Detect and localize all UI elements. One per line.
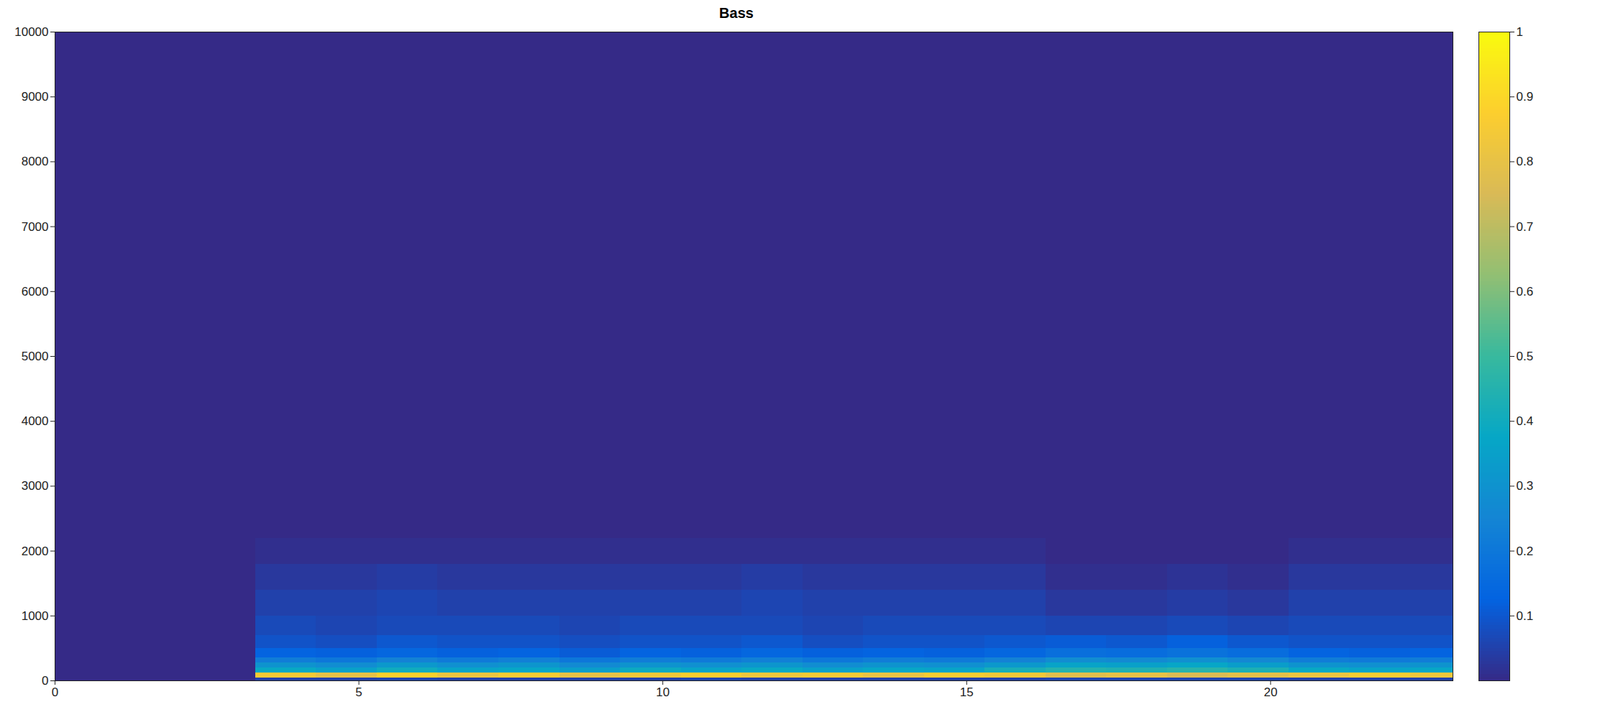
svg-text:0.6: 0.6 xyxy=(1516,284,1534,299)
svg-text:10: 10 xyxy=(655,685,670,699)
svg-text:1: 1 xyxy=(1516,25,1524,39)
svg-text:6000: 6000 xyxy=(21,284,49,299)
svg-text:8000: 8000 xyxy=(21,154,49,169)
html-text:Bass: Bass xyxy=(719,5,754,21)
svg-text:7000: 7000 xyxy=(21,220,49,234)
svg-text:20: 20 xyxy=(1263,685,1278,699)
svg-text:9000: 9000 xyxy=(21,89,49,104)
svg-text:5: 5 xyxy=(355,685,362,699)
svg-text:0: 0 xyxy=(41,673,49,688)
svg-text:5000: 5000 xyxy=(21,349,49,364)
svg-text:0.5: 0.5 xyxy=(1516,349,1534,364)
svg-text:0.2: 0.2 xyxy=(1516,544,1534,559)
svg-text:0.3: 0.3 xyxy=(1516,478,1534,493)
svg-text:0.4: 0.4 xyxy=(1516,414,1534,428)
svg-text:1000: 1000 xyxy=(21,609,49,623)
svg-text:2000: 2000 xyxy=(21,544,49,559)
svg-text:10000: 10000 xyxy=(14,25,49,39)
svg-text:4000: 4000 xyxy=(21,414,49,428)
svg-text:0.8: 0.8 xyxy=(1516,154,1534,169)
svg-text:0.7: 0.7 xyxy=(1516,220,1534,234)
svg-text:0: 0 xyxy=(51,685,59,699)
svg-text:15: 15 xyxy=(960,685,974,699)
svg-text:0.1: 0.1 xyxy=(1516,609,1534,623)
svg-text:3000: 3000 xyxy=(21,478,49,493)
svg-text:0.9: 0.9 xyxy=(1516,89,1534,104)
